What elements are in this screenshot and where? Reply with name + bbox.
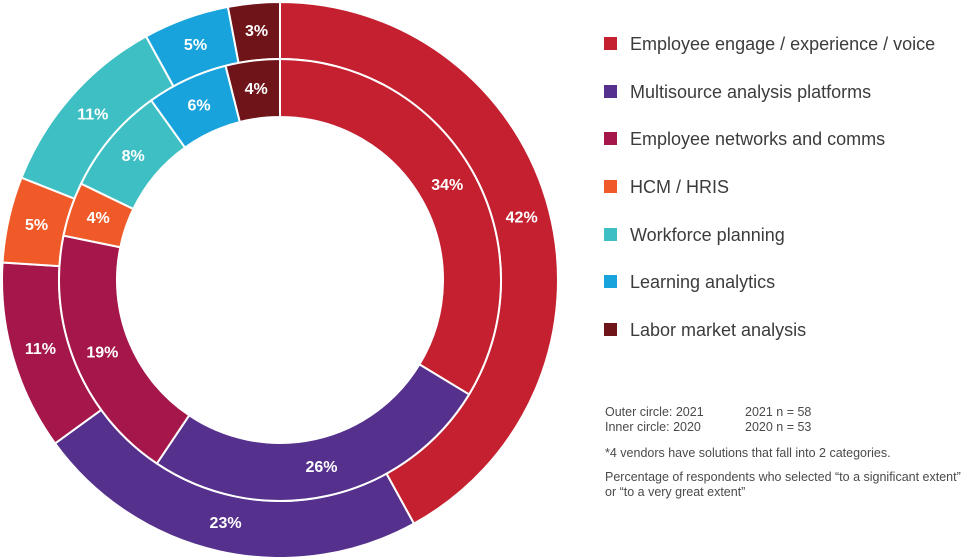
outer-circle-note: Outer circle: 2021 [605, 405, 704, 419]
legend-item: Employee engage / experience / voice [604, 33, 935, 81]
footnote: *4 vendors have solutions that fall into… [605, 446, 891, 460]
legend-item: Labor market analysis [604, 319, 935, 367]
outer-slice-label: 42% [506, 209, 538, 226]
inner-ring-slice [279, 57, 502, 396]
legend-swatch [604, 37, 617, 50]
inner-sample-size: 2020 n = 53 [745, 420, 812, 434]
legend-swatch [604, 323, 617, 337]
legend-item: Learning analytics [604, 271, 935, 319]
inner-slice-label: 19% [86, 344, 118, 361]
outer-slice-label: 11% [25, 341, 56, 358]
outer-slice-label: 23% [210, 515, 242, 532]
legend-item: Workforce planning [604, 224, 935, 272]
inner-ring-slice [224, 57, 281, 124]
legend-swatch [604, 180, 617, 194]
inner-slice-label: 26% [305, 459, 337, 476]
legend-item: Employee networks and comms [604, 128, 935, 176]
inner-circle-note: Inner circle: 2020 [605, 420, 701, 434]
inner-note-row: Inner circle: 2020 2020 n = 53 [605, 420, 971, 435]
legend-label: Multisource analysis platforms [630, 81, 872, 102]
legend-label: HCM / HRIS [630, 177, 729, 198]
chart-description: Percentage of respondents who selected “… [605, 470, 961, 499]
legend-swatch [604, 84, 617, 98]
inner-slice-label: 4% [87, 210, 110, 227]
legend-swatch [604, 275, 617, 289]
inner-slice-label: 4% [245, 81, 268, 98]
inner-slice-label: 34% [431, 177, 463, 194]
outer-sample-size: 2021 n = 58 [745, 405, 812, 419]
donut-chart: 42% 23% 11% 5% 11% 5% 3% 34% 26% 19% 4% 8% 6% 4% [1, 0, 559, 557]
inner-slice-label: 8% [122, 148, 145, 165]
outer-note-row: Outer circle: 2021 2021 n = 58 [605, 405, 971, 420]
legend-swatch [604, 227, 617, 241]
outer-slice-label: 5% [184, 37, 207, 54]
outer-slice-label: 5% [25, 217, 48, 234]
legend-label: Employee engage / experience / voice [630, 34, 936, 54]
outer-slice-label: 11% [77, 107, 108, 124]
legend-item: Multisource analysis platforms [604, 81, 935, 129]
legend-item: HCM / HRIS [604, 176, 935, 224]
legend: Employee engage / experience / voice Mul… [604, 33, 935, 367]
legend-swatch [604, 132, 617, 146]
legend-label: Learning analytics [630, 272, 776, 293]
legend-label: Workforce planning [630, 224, 785, 245]
inner-slice-label: 6% [187, 97, 210, 114]
outer-slice-label: 3% [245, 23, 268, 40]
legend-label: Employee networks and comms [630, 129, 886, 150]
chart-notes: Outer circle: 2021 2021 n = 58 Inner cir… [605, 405, 971, 500]
legend-label: Labor market analysis [630, 320, 807, 341]
